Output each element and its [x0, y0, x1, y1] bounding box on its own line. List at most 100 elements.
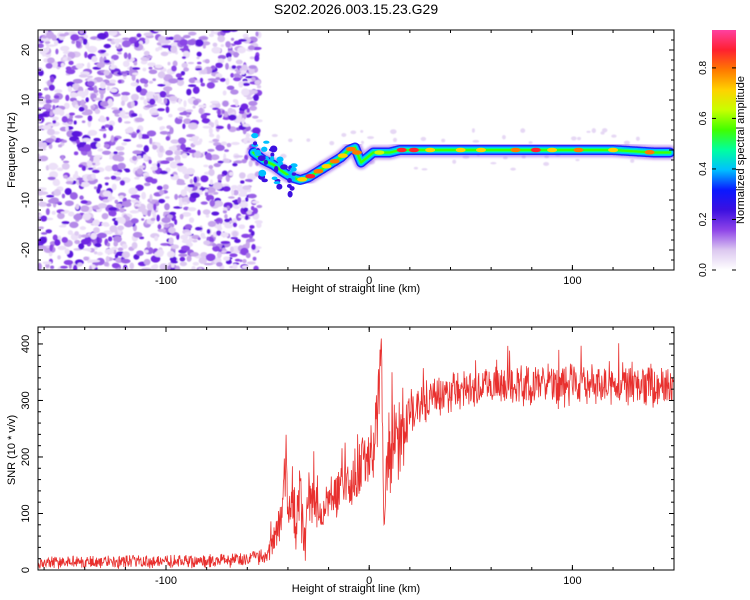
noise-blob [246, 108, 250, 113]
noise-blob [58, 144, 63, 148]
noise-blob [238, 224, 246, 230]
noise-blob [241, 265, 249, 269]
noise-blob [63, 102, 70, 110]
noise-blob [52, 104, 56, 110]
noise-blob [420, 136, 427, 141]
noise-blob [74, 104, 79, 110]
noise-blob [248, 100, 258, 106]
y-tick-label: 200 [20, 448, 32, 466]
noise-blob [146, 202, 154, 211]
noise-blob [242, 123, 251, 128]
noise-blob [203, 240, 211, 246]
noise-blob [244, 214, 249, 221]
noise-blob [186, 113, 190, 118]
noise-blob [149, 137, 153, 145]
noise-blob [75, 40, 82, 48]
noise-blob [192, 140, 202, 146]
noise-blob [48, 84, 55, 91]
noise-blob [133, 61, 138, 66]
noise-blob [60, 155, 65, 161]
noise-blob [61, 139, 68, 143]
ridge-peak [530, 147, 541, 153]
ridge-blob [287, 178, 292, 183]
noise-blob [601, 128, 608, 133]
noise-blob [113, 249, 117, 255]
noise-blob [390, 129, 397, 135]
noise-blob [157, 83, 166, 87]
noise-blob [222, 207, 228, 211]
noise-blob [98, 117, 107, 123]
noise-blob [64, 188, 72, 196]
noise-blob [233, 73, 241, 78]
ridge-blob [271, 176, 278, 181]
noise-blob [70, 34, 80, 41]
noise-blob [81, 120, 86, 124]
noise-blob [233, 160, 243, 164]
noise-blob [222, 186, 231, 192]
colorbar-gradient [712, 30, 736, 270]
noise-blob [73, 264, 78, 270]
noise-blob [140, 60, 148, 65]
noise-blob [170, 139, 180, 144]
ridge-peak [644, 149, 655, 155]
noise-blob [156, 214, 160, 222]
noise-blob [230, 104, 240, 108]
noise-blob [99, 56, 104, 65]
noise-blob [68, 112, 76, 116]
noise-blob [329, 140, 335, 146]
noise-blob [242, 128, 247, 135]
noise-blob [197, 237, 201, 241]
noise-blob [231, 65, 237, 70]
noise-blob [148, 80, 154, 84]
noise-blob [107, 98, 113, 105]
noise-blob [121, 91, 131, 96]
ridge [246, 132, 674, 198]
noise-blob [177, 77, 184, 81]
noise-blob [441, 138, 446, 143]
noise-blob [248, 65, 257, 69]
noise-blob [76, 90, 86, 97]
noise-blob [96, 62, 105, 68]
noise-blob [543, 162, 550, 166]
noise-blob [138, 37, 146, 42]
noise-blob [168, 237, 174, 245]
noise-blob [100, 100, 109, 107]
noise-blob [65, 181, 74, 185]
noise-blob [201, 118, 210, 124]
noise-blob [104, 182, 109, 186]
noise-blob [117, 151, 125, 156]
noise-blob [54, 239, 61, 246]
noise-blob [111, 54, 119, 61]
noise-blob [248, 67, 255, 75]
noise-blob [183, 34, 191, 39]
noise-blob [130, 113, 138, 117]
noise-blob [165, 167, 171, 173]
noise-blob [238, 39, 247, 42]
noise-blob [83, 256, 90, 261]
noise-blob [123, 138, 132, 142]
noise-blob [74, 170, 79, 177]
noise-blob [220, 240, 231, 245]
noise-blob [231, 188, 235, 196]
noise-blob [147, 209, 151, 217]
noise-blob [237, 46, 246, 54]
noise-blob [38, 245, 47, 250]
noise-blob [96, 251, 103, 256]
noise-blob [180, 189, 187, 197]
noise-blob [212, 182, 223, 190]
noise-blob [148, 66, 153, 70]
noise-blob [94, 243, 102, 248]
noise-blob [200, 232, 206, 239]
noise-blob [249, 137, 255, 144]
noise-blob [246, 173, 257, 181]
noise-blob [67, 230, 74, 236]
noise-blob [109, 65, 116, 70]
ridge-blob [291, 172, 297, 176]
noise-blob [130, 218, 139, 224]
noise-blob [45, 217, 54, 221]
noise-blob [229, 253, 238, 258]
noise-blob [150, 178, 158, 184]
noise-blob [117, 162, 126, 170]
noise-blob [225, 41, 231, 48]
noise-blob [208, 127, 213, 135]
